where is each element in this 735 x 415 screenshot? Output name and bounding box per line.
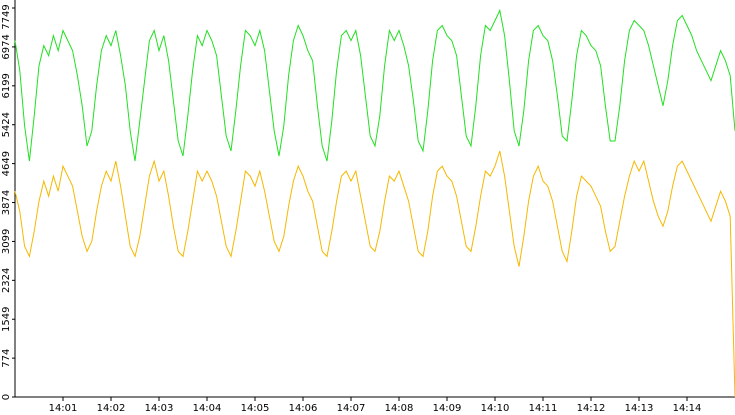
x-tick-label: 14:13 xyxy=(625,403,654,414)
y-tick-label: 4649 xyxy=(1,151,12,176)
x-tick-label: 14:02 xyxy=(97,403,126,414)
y-tick-label: 7749 xyxy=(1,4,12,29)
x-tick-label: 14:08 xyxy=(385,403,414,414)
x-tick-label: 14:14 xyxy=(673,403,702,414)
series-line xyxy=(14,150,735,398)
x-tick-label: 14:09 xyxy=(433,403,462,414)
y-tick-label: 5424 xyxy=(1,112,12,137)
x-tick-label: 14:11 xyxy=(529,403,558,414)
x-tick-label: 14:07 xyxy=(337,403,366,414)
x-tick-label: 14:03 xyxy=(145,403,174,414)
x-tick-label: 14:04 xyxy=(193,403,222,414)
x-tick-label: 14:01 xyxy=(49,403,78,414)
x-tick-label: 14:06 xyxy=(289,403,318,414)
x-tick-label: 14:05 xyxy=(241,403,270,414)
y-tick-label: 2324 xyxy=(1,268,12,293)
y-tick-label: 3874 xyxy=(1,190,12,215)
y-tick-label: 3099 xyxy=(1,229,12,254)
y-tick-label: 6199 xyxy=(1,73,12,98)
x-tick-label: 14:12 xyxy=(577,403,606,414)
y-tick-label: 0 xyxy=(1,394,12,400)
y-tick-label: 6974 xyxy=(1,34,12,59)
x-tick-label: 14:10 xyxy=(481,403,510,414)
y-tick-label: 1549 xyxy=(1,307,12,332)
series-line xyxy=(14,8,735,162)
y-tick-label: 774 xyxy=(1,349,12,368)
